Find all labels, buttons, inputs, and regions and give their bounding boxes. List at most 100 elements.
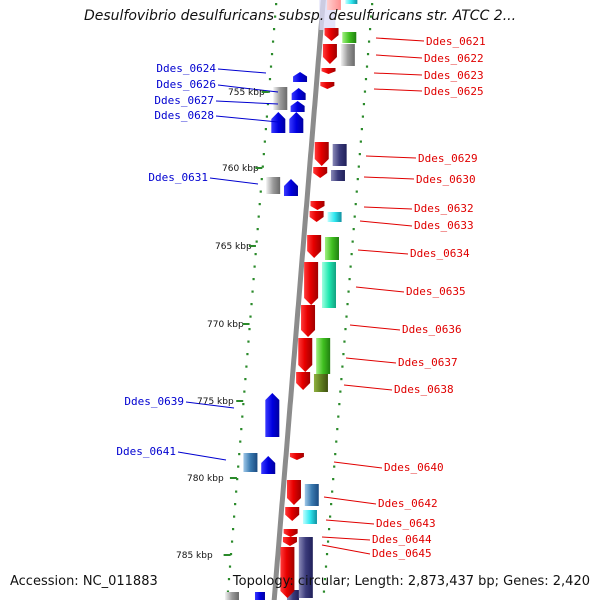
gene-labels: Ddes_0624 Ddes_0626 Ddes_0627 Ddes_0628 Ddes… (116, 35, 485, 560)
outer-tick-dot (359, 140, 362, 143)
gene-label-leader (185, 401, 235, 409)
gene-label-leader (349, 324, 401, 331)
gene-feature (285, 507, 300, 521)
feature-block-top (345, 0, 358, 4)
gene-feature (309, 211, 324, 222)
inner-tick-dot (236, 478, 239, 481)
gene-feature (326, 0, 341, 10)
gene-label-leader (365, 155, 417, 159)
outer-tick-dot (333, 465, 336, 468)
gene-feature (327, 212, 342, 222)
inner-tick-dot (269, 65, 273, 68)
gene-feature (283, 179, 298, 196)
scale-label: 785 kbp (176, 551, 213, 561)
tick-dot-rings (226, 3, 374, 593)
gene-label-leader (215, 100, 279, 105)
outer-tick-dot (371, 3, 374, 6)
outer-tick-dot (347, 290, 350, 293)
gene-label-leader (363, 176, 415, 180)
gene-feature (316, 338, 331, 374)
gene-label-leader (343, 384, 393, 391)
gene-label-leader (217, 68, 267, 74)
backbone (271, 0, 326, 600)
outer-tick-dot (332, 478, 335, 481)
inner-tick-dot (228, 565, 232, 568)
gene-feature (313, 167, 328, 178)
outer-tick-dot (362, 103, 366, 106)
outer-tick-dot (343, 340, 346, 343)
outer-tick-dot (348, 278, 351, 281)
inner-tick-dot (258, 203, 261, 206)
feature-block-bottom (224, 592, 239, 600)
outer-tick-dot (354, 203, 357, 206)
gene-feature (342, 32, 357, 43)
outer-tick-dot (364, 78, 368, 81)
outer-tick-dot (327, 528, 331, 531)
outer-tick-dot (325, 553, 329, 556)
inner-tick-dot (259, 190, 262, 193)
inner-tick-dot (230, 540, 234, 543)
outer-tick-dot (368, 28, 372, 31)
gene-label: Ddes_0637 (398, 356, 458, 369)
gene-label: Ddes_0630 (416, 173, 476, 186)
gene-feature (266, 177, 281, 194)
outer-tick-dot (352, 228, 355, 231)
gene-label-leader (217, 84, 279, 93)
gene-label-leader (345, 357, 397, 364)
gene-feature (265, 393, 280, 437)
inner-tick-dot (266, 103, 270, 106)
gene-feature (298, 338, 313, 372)
gene-feature (313, 374, 328, 392)
inner-tick-dot (275, 3, 278, 6)
gene-feature (289, 112, 304, 133)
gene-feature (330, 170, 345, 181)
scale-label: 760 kbp (222, 164, 259, 174)
scale-label: 770 kbp (207, 320, 244, 330)
inner-tick-dot (227, 578, 231, 581)
inner-tick-dot (240, 428, 243, 431)
outer-tick-dot (324, 565, 328, 568)
inner-tick-dot (245, 365, 248, 368)
inner-tick-dot (263, 140, 266, 143)
inner-tick-dot (255, 240, 258, 243)
outer-tick-dot (351, 240, 354, 243)
gene-label: Ddes_0642 (378, 497, 438, 510)
outer-tick-dot (336, 428, 339, 431)
gene-label: Ddes_0623 (424, 69, 484, 82)
gene-label: Ddes_0626 (156, 78, 216, 91)
gene-label: Ddes_0640 (384, 461, 444, 474)
inner-tick-dot (267, 90, 271, 93)
gene-label: Ddes_0628 (154, 109, 214, 122)
inner-tick-dot (261, 165, 264, 168)
gene-feature (324, 237, 339, 260)
map-title: Desulfovibrio desulfuricans subsp. desul… (83, 8, 517, 24)
outer-tick-dot (331, 490, 334, 493)
gene-label: Ddes_0643 (376, 517, 436, 530)
gene-feature (320, 82, 335, 89)
gene-label: Ddes_0627 (154, 94, 214, 107)
inner-tick-dot (234, 503, 237, 506)
gene-label: Ddes_0635 (406, 285, 466, 298)
inner-tick-dot (268, 78, 272, 81)
inner-tick-dot (237, 465, 240, 468)
inner-tick-dot (247, 340, 250, 343)
outer-tick-dot (342, 353, 345, 356)
gene-label-leader (363, 206, 413, 210)
gene-label-leader (215, 115, 279, 123)
gene-feature (243, 453, 258, 472)
scale-label: 755 kbp (228, 88, 265, 98)
gene-label-leader (325, 519, 375, 525)
gene-feature (302, 510, 317, 524)
gene-label: Ddes_0633 (414, 219, 474, 232)
scale-label: 775 kbp (197, 397, 234, 407)
outer-tick-dot (357, 165, 360, 168)
gene-label: Ddes_0641 (116, 445, 176, 458)
inner-tick-dot (251, 290, 254, 293)
gene-label-leader (321, 544, 371, 555)
gene-label: Ddes_0624 (156, 62, 216, 75)
inner-tick-dot (264, 128, 267, 131)
inner-tick-dot (229, 553, 233, 556)
gene-feature (290, 101, 305, 112)
inner-tick-dot (262, 153, 265, 156)
